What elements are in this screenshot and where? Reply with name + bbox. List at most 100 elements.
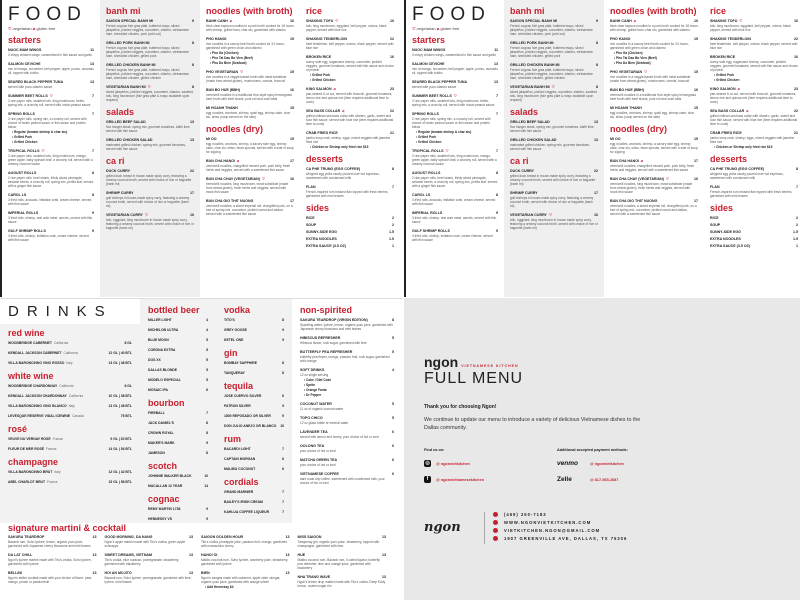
item-name-wrap: Grilled Chicken Banh Mi — [106, 63, 156, 67]
item-description: rice noodles in a savory beef broth cook… — [206, 42, 285, 50]
item-header: Miss Saigon 13 — [298, 535, 387, 539]
menu-item: Bellini 13 Ngon's bellini cocktail made wi… — [8, 571, 97, 584]
item-price: 2 — [392, 223, 394, 227]
item-header: Bien 13 — [201, 571, 290, 575]
item-name-wrap: Soft Drinks — [300, 368, 324, 372]
item-name-wrap: Bun Cha Hanoi ⌀ — [206, 159, 239, 163]
item-name-wrap: Ca Phe Trung (Egg Coffee) — [306, 167, 360, 171]
gluten-free-icon: ⌀ — [436, 26, 440, 31]
legend-veg: -vegetarian — [11, 26, 32, 31]
menu-item: Bun Bo Hue (BBH) 16 vermicelli noodles in … — [206, 88, 294, 101]
item-name-wrap: Broken Rice — [306, 55, 331, 59]
menu-item: Ca Phe Trung (Egg Coffee) 8 whipped egg yo… — [710, 167, 798, 180]
drink-item: Don Julio Anejo or Blanco 10 — [224, 424, 284, 428]
item-header: Salmon Ceviche 13 — [8, 62, 94, 66]
zelle-handle: @ 817-565-2687 — [590, 477, 619, 482]
item-name: Tropical Rolls — [8, 149, 40, 153]
item-header: King Salmon ⌀ 23 — [306, 87, 394, 91]
item-description: French cognac foie gras pâté, buttered m… — [106, 46, 189, 58]
item-header: Ca Phe Trung (Egg Coffee) 8 — [710, 167, 798, 171]
item-description: 2 rice paper rolls, sautéed tofu, king m… — [412, 154, 497, 166]
item-price: 8 — [192, 41, 194, 45]
item-header: Sakura Teardrop 13 — [8, 535, 97, 539]
drink-item: Villa Baroncinno Vino Rosso Italy 13 gl | … — [8, 361, 132, 365]
item-header: Saigon Special Banh Mi 9 — [510, 19, 598, 23]
item-name: Summer Beet Rolls — [412, 94, 452, 98]
item-price: 23 — [794, 87, 798, 91]
item-name: Bun Cha Gio Thit Nuong — [610, 199, 658, 203]
menu-item: Tropical Rolls ♡ 7 2 rice paper rolls, saut… — [412, 149, 498, 166]
drink-name-wrap: Johnnie Walker Black — [148, 474, 192, 478]
vegetarian-heart-icon: ♡ — [8, 26, 12, 31]
item-name-wrap: Banh Canh ⌀ — [206, 19, 232, 23]
item-price: 1.5 — [793, 237, 798, 241]
drink-name-wrap: 1800 Reposado or Silver — [224, 414, 271, 418]
gluten-free-icon: ⌀ — [737, 87, 740, 91]
item-description: 3 crispy chicken wings, caramelized in f… — [8, 53, 92, 57]
venmo-handle: @ ngonvietkitchen — [590, 461, 624, 466]
drink-name: Remy Martin 1738 — [148, 507, 181, 511]
item-name: Bien — [201, 571, 210, 575]
item-header: Pho Hanoi 15 — [610, 37, 698, 41]
food-menu-page: FOOD ♡-vegetarian ⌀-gluten free starters Nu… — [0, 0, 400, 297]
menu-item: Grilled Chicken Salad 13 marinated grilled… — [106, 138, 194, 151]
item-name: Oolong Tea — [300, 444, 325, 448]
facebook-icon: f — [424, 476, 431, 483]
drink-name: Macallan 12 Year — [148, 484, 183, 488]
section-title: vodka — [224, 305, 251, 315]
mail-icon — [493, 528, 498, 533]
item-description: Malibu coconut rum, Bacardi rum, X-rated… — [297, 558, 380, 570]
vegetarian-heart-icon: ♡ — [739, 19, 743, 23]
drink-price: 7 — [206, 411, 208, 415]
item-name: Crab Fried Rice — [306, 131, 338, 135]
item-name-wrap: Hibiscus Refresher — [300, 336, 340, 340]
drink-name: Corona Extra — [148, 348, 176, 352]
item-price: 7 — [92, 149, 94, 153]
item-name-wrap: Sea Bass Collar ⌀ — [306, 109, 344, 113]
menu-item: Spring Rolls 7 2 rice paper rolls, spring … — [412, 112, 498, 144]
item-name: Good Morning, Da Nang — [104, 535, 153, 539]
dietary-legend: ♡-vegetarian ⌀-gluten free — [412, 26, 498, 31]
item-name: Saigon Special Banh Mi — [106, 19, 154, 23]
drink-item: Bacardi Light 7 — [224, 447, 284, 451]
menu-column: banh mi Saigon Special Banh Mi 9 French cog… — [100, 0, 200, 297]
item-description: tofu, eggplant, king mushroom in house-m… — [106, 218, 194, 230]
website-line[interactable]: WWW.NGONVIETKITCHEN.COM — [493, 520, 627, 525]
item-header: Bun Cha Gio Thit Nuong 17 — [610, 199, 698, 203]
item-name: Sunny-side egg — [306, 230, 337, 234]
menu-item: Duck Curry 22 grilled duck breast in house… — [510, 169, 598, 186]
item-description: sliced jalapeños, pickled veggies, cucum… — [510, 90, 597, 102]
item-price: 17 — [694, 199, 698, 203]
item-header: Hibiscus Refresher 5 — [300, 336, 394, 340]
item-description: Bacardi rum, Soho lychee, lemon, organic… — [8, 540, 91, 548]
drink-item: Kendall Jackson Chardonnay California 10 g… — [8, 394, 132, 398]
menu-item: Vietnamese Coffee 6 dark roast drip coffee… — [300, 472, 394, 485]
item-name: Lavender Tea — [300, 430, 328, 434]
drink-item: Grand Marnier 7 — [224, 490, 284, 494]
instagram-link[interactable]: ◎ @ ngonvietkitchen — [424, 460, 470, 467]
item-name: Butterfly Pea Refresher — [300, 350, 353, 354]
item-name-wrap: Spring Rolls — [8, 112, 35, 116]
drink-name: Tanqueray — [224, 371, 245, 375]
menu-item: Sea Bass Collar ⌀ 22 grilled chilean sea ba… — [306, 109, 394, 126]
menu-item: Grilled Beef Salad 13 5oz hanger steak, sp… — [106, 120, 194, 133]
item-name: Extra noodles — [710, 237, 741, 241]
drink-name: Bombay Sapphire — [224, 361, 257, 365]
item-name-wrap: Grilled Chicken Salad — [510, 138, 557, 142]
email-line[interactable]: VIETKITCHEN.NGON@GMAIL.COM — [493, 528, 627, 533]
menu-item: Hibiscus Refresher 5 Hibiscus flower, rock… — [300, 336, 394, 345]
phone-line[interactable]: (469) 250-7183 — [493, 512, 627, 517]
cocktail-column: Saigon Golden Hour 13 Tito's vodka, pineap… — [201, 535, 298, 594]
facebook-link[interactable]: f @ ngonvietnamesekitchen — [424, 476, 484, 483]
item-header: Good Morning, Da Nang 13 — [105, 535, 194, 539]
address-text: 1907 GREENVILLE AVE, DALLAS, TX 75206 — [504, 536, 628, 541]
section-title: noodles (dry) — [610, 124, 668, 134]
item-name-wrap: Salmon Ceviche — [8, 62, 41, 66]
drink-item: Crown Royal 8 — [148, 431, 208, 435]
item-option: Pho Tai Dau Bo Vien (Beef) — [210, 56, 294, 60]
item-description: your choice of hot or iced — [300, 463, 336, 467]
drink-item: Macallan 12 Year 14 — [148, 484, 208, 488]
item-name: Bun Cha Chay (Vegetarian) — [610, 177, 664, 181]
item-name: Flan — [710, 185, 720, 189]
item-option: Grilled Chicken — [310, 78, 394, 82]
